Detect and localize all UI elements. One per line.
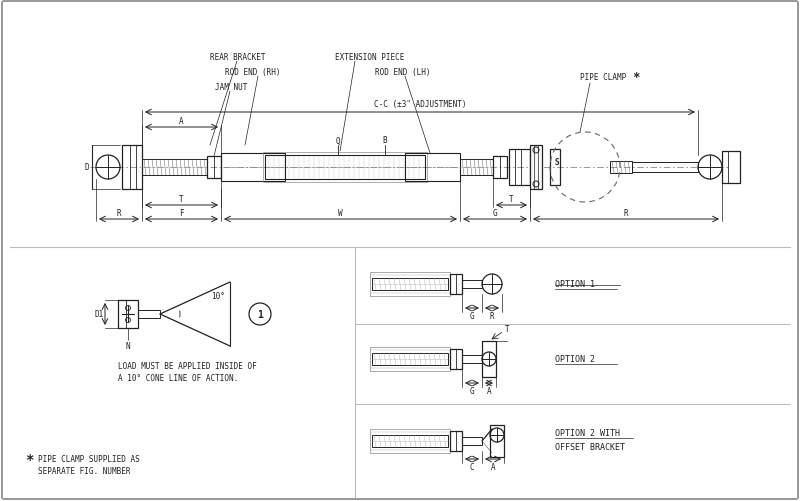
Text: T: T: [509, 195, 514, 204]
Text: A 10° CONE LINE OF ACTION.: A 10° CONE LINE OF ACTION.: [118, 374, 238, 383]
Text: W: W: [338, 209, 343, 218]
Bar: [462, 281, 482, 289]
Bar: [550, 150, 560, 186]
Text: ROD END (RH): ROD END (RH): [225, 68, 281, 77]
Text: D1: D1: [94, 310, 104, 319]
Text: N: N: [126, 342, 130, 351]
Text: G: G: [470, 312, 474, 321]
Bar: [610, 162, 632, 174]
Text: F: F: [179, 209, 184, 218]
Text: Q: Q: [336, 136, 340, 145]
Bar: [405, 154, 460, 182]
Bar: [482, 341, 496, 377]
Text: C: C: [470, 462, 474, 471]
Text: PIPE CLAMP SUPPLIED AS: PIPE CLAMP SUPPLIED AS: [38, 454, 140, 463]
Text: LOAD MUST BE APPLIED INSIDE OF: LOAD MUST BE APPLIED INSIDE OF: [118, 362, 257, 371]
Text: C-C (±3" ADJUSTMENT): C-C (±3" ADJUSTMENT): [374, 100, 466, 109]
Text: R: R: [624, 209, 628, 218]
Text: *: *: [25, 452, 34, 466]
Bar: [509, 150, 530, 186]
Text: PIPE CLAMP: PIPE CLAMP: [580, 73, 626, 82]
Bar: [530, 146, 542, 189]
Bar: [450, 349, 462, 369]
Text: A: A: [179, 116, 184, 125]
Bar: [207, 157, 221, 179]
Text: A: A: [486, 387, 491, 396]
Bar: [142, 160, 207, 176]
Bar: [372, 279, 448, 291]
Text: 10°: 10°: [211, 292, 225, 301]
Bar: [263, 153, 427, 183]
Text: OPTION 2 WITH: OPTION 2 WITH: [555, 429, 620, 438]
Text: S: S: [554, 158, 559, 167]
Bar: [490, 425, 504, 457]
Text: *: *: [632, 71, 639, 84]
Text: R: R: [490, 312, 494, 321]
Text: T: T: [179, 195, 184, 204]
Text: G: G: [470, 387, 474, 396]
Bar: [370, 347, 450, 371]
Bar: [370, 273, 450, 297]
Bar: [450, 275, 462, 295]
Bar: [122, 146, 142, 189]
Text: EXTENSION PIECE: EXTENSION PIECE: [335, 54, 404, 63]
Text: B: B: [382, 136, 387, 145]
Text: REAR BRACKET: REAR BRACKET: [210, 54, 266, 63]
Text: ROD END (LH): ROD END (LH): [375, 68, 430, 77]
Text: SEPARATE FIG. NUMBER: SEPARATE FIG. NUMBER: [38, 466, 130, 475]
Bar: [462, 355, 482, 363]
Bar: [632, 163, 698, 173]
Text: JAM NUT: JAM NUT: [215, 83, 247, 92]
Bar: [722, 152, 740, 184]
Bar: [221, 154, 285, 182]
Bar: [460, 160, 493, 176]
Bar: [493, 157, 507, 179]
Text: T: T: [505, 325, 510, 334]
Bar: [138, 311, 160, 318]
Text: R: R: [117, 209, 122, 218]
Text: A: A: [490, 462, 495, 471]
Bar: [372, 353, 448, 365]
Bar: [372, 435, 448, 447]
Bar: [118, 301, 138, 328]
Text: OPTION 2: OPTION 2: [555, 355, 595, 364]
Bar: [450, 431, 462, 451]
Text: 1: 1: [257, 310, 263, 319]
Bar: [370, 429, 450, 453]
Text: OFFSET BRACKET: OFFSET BRACKET: [555, 442, 625, 451]
Text: G: G: [493, 209, 498, 218]
Bar: [265, 156, 425, 180]
Bar: [462, 437, 482, 445]
Text: D: D: [85, 163, 90, 172]
Text: OPTION 1: OPTION 1: [555, 280, 595, 289]
